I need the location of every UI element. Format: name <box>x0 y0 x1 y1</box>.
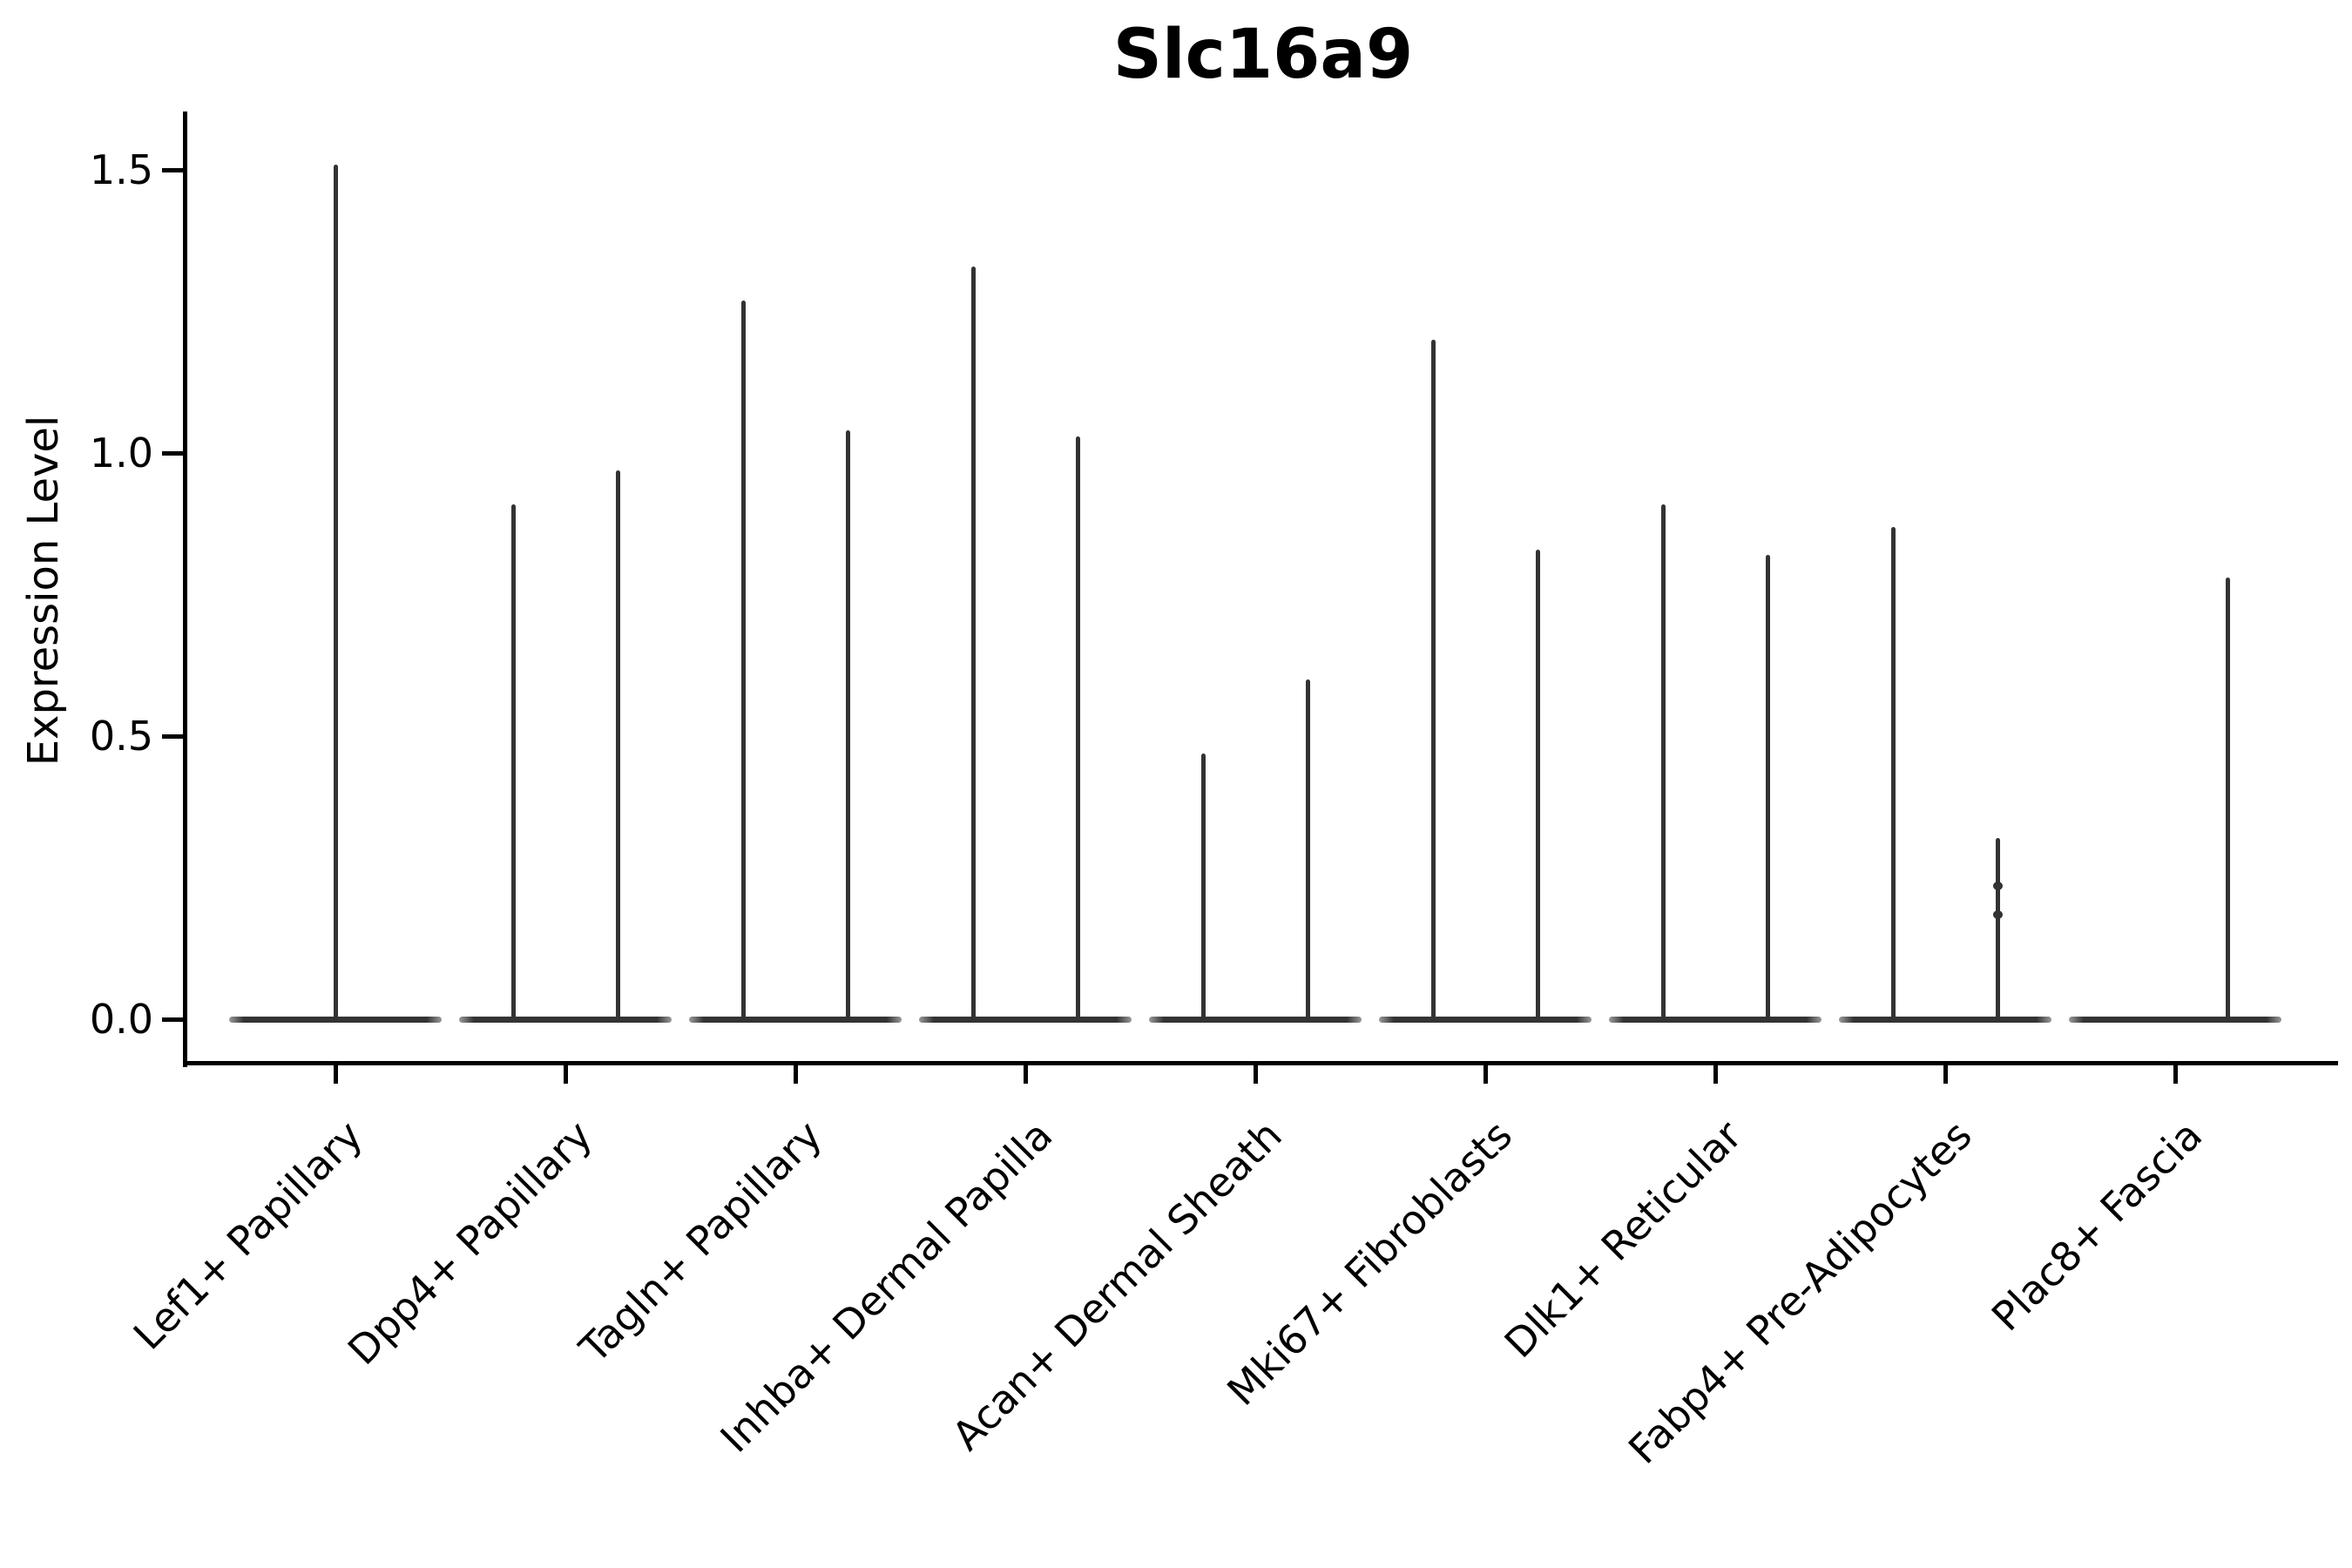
y-tick-label: 0.5 <box>89 713 153 760</box>
violin-spike <box>1305 679 1310 1021</box>
chart-title: Slc16a9 <box>1112 16 1414 94</box>
violin-spike <box>1430 340 1436 1021</box>
x-tick-mark <box>1713 1064 1718 1084</box>
violin-spike <box>2225 578 2230 1021</box>
x-tick-mark <box>563 1064 568 1084</box>
violin-spike <box>615 470 620 1021</box>
x-tick-mark <box>1253 1064 1258 1084</box>
violin-spike <box>1075 436 1080 1021</box>
x-tick-mark <box>2173 1064 2178 1084</box>
violin-base <box>689 1017 902 1023</box>
violin-spike <box>333 164 338 1021</box>
y-tick-mark <box>162 734 183 739</box>
violin-spike <box>1890 526 1896 1021</box>
violin-spike <box>1660 504 1666 1021</box>
violin-base <box>1149 1017 1362 1023</box>
violin-base <box>919 1017 1132 1023</box>
x-tick-label: Lef1+ Papillary <box>124 1111 372 1359</box>
violin-spike <box>1535 549 1540 1021</box>
violin-spike <box>970 266 976 1021</box>
y-tick-mark <box>162 451 183 456</box>
violin-spike <box>845 430 850 1021</box>
violin-base <box>2069 1017 2281 1023</box>
x-tick-mark <box>793 1064 798 1084</box>
x-tick-mark <box>333 1064 338 1084</box>
y-tick-label: 1.5 <box>89 146 153 193</box>
x-tick-label: Plac8+ Fascia <box>1982 1111 2212 1341</box>
violin-spike <box>510 504 516 1021</box>
violin-spike <box>1765 555 1770 1021</box>
y-axis-line <box>183 112 187 1067</box>
y-tick-label: 0.0 <box>89 996 153 1043</box>
x-axis-line <box>183 1061 2338 1065</box>
violin-spike <box>740 300 746 1021</box>
x-tick-mark <box>1483 1064 1488 1084</box>
x-tick-mark <box>1943 1064 1948 1084</box>
violin-base <box>459 1017 672 1023</box>
violin-point-mark <box>1992 909 2003 919</box>
violin-point-mark <box>1992 882 2003 891</box>
y-tick-mark <box>162 1017 183 1022</box>
y-tick-label: 1.0 <box>89 429 153 476</box>
x-tick-label: Dlk1+ Reticular <box>1495 1111 1752 1368</box>
x-tick-mark <box>1023 1064 1028 1084</box>
violin-base <box>1839 1017 2051 1023</box>
violin-base <box>1379 1017 1592 1023</box>
violin-spike <box>1995 838 2000 1021</box>
x-tick-label: Tagln+ Papillary <box>571 1111 832 1372</box>
violin-base <box>1609 1017 1821 1023</box>
x-tick-label: Dpp4+ Papillary <box>338 1111 602 1375</box>
violin-spike <box>1200 753 1206 1021</box>
y-tick-mark <box>162 168 183 172</box>
